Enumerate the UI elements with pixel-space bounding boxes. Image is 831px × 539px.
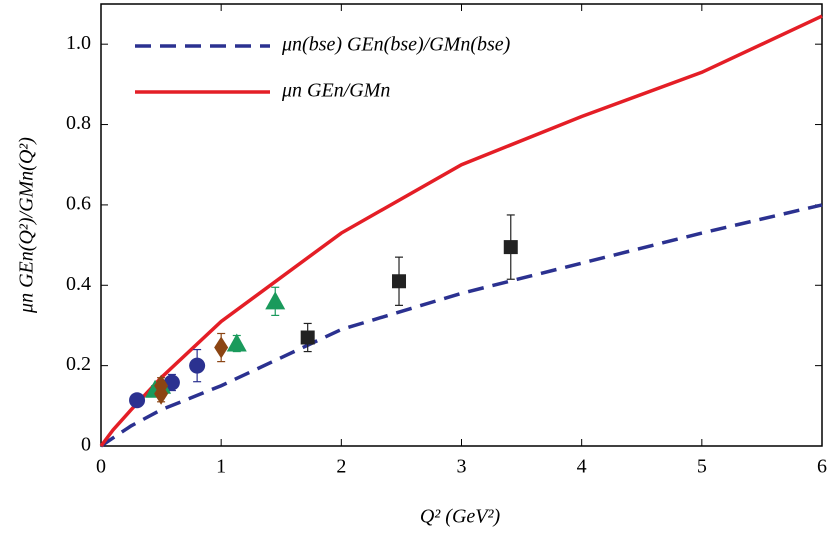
x-tick-label: 3 [457,456,467,478]
x-tick-label: 4 [577,456,587,478]
marker [300,330,315,345]
y-tick-label: 0.4 [66,273,91,295]
y-tick-label: 0.6 [66,193,91,215]
marker [392,274,407,289]
y-tick-label: 0.8 [66,112,91,134]
marker [265,291,286,310]
y-tick-label: 1.0 [66,32,91,54]
x-tick-label: 5 [697,456,707,478]
marker [503,240,518,255]
marker [214,336,229,359]
x-tick-label: 2 [336,456,346,478]
marker [226,333,247,352]
marker [189,357,206,374]
x-tick-label: 1 [216,456,226,478]
marker [163,374,180,391]
x-axis-label: Q² (GeV²) [420,506,501,528]
y-tick-label: 0.2 [66,353,91,375]
marker [129,392,146,409]
legend-label: μn(bse) GEn(bse)/GMn(bse) [281,34,511,56]
y-axis-label: μn GEn(Q²)/GMn(Q²) [16,137,38,314]
line [100,203,823,448]
x-tick-label: 0 [96,456,106,478]
legend-label: μn GEn/GMn [281,80,390,102]
x-tick-label: 6 [817,456,827,478]
line [99,14,823,448]
marker [154,374,169,397]
y-tick-label: 0 [81,434,91,456]
plot-frame [100,3,823,447]
